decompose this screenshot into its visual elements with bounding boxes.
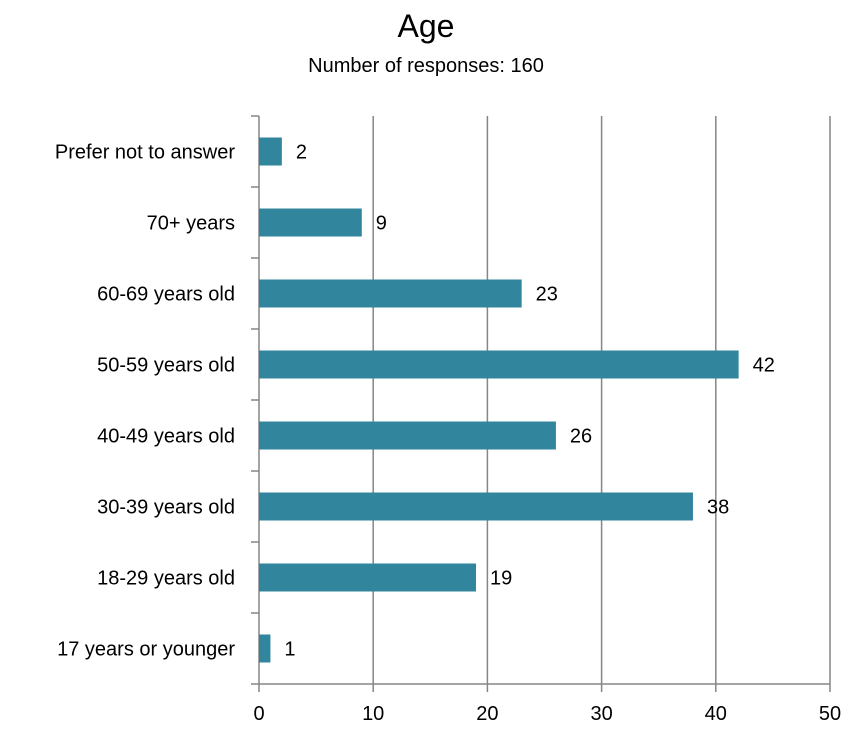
data-label: 9 (376, 213, 387, 235)
bar (259, 634, 271, 663)
bar (259, 492, 693, 521)
x-tick-label: 20 (476, 703, 498, 725)
category-label: 70+ years (147, 213, 235, 235)
gridlines (372, 116, 831, 684)
x-tick-label: 50 (819, 703, 841, 725)
bar (259, 279, 522, 308)
data-label: 23 (536, 284, 558, 306)
data-labels: 1 19 38 26 42 23 9 2 (284, 142, 774, 661)
bar (259, 137, 282, 166)
chart-subtitle: Number of responses: 160 (308, 55, 544, 77)
chart-title: Age (397, 8, 455, 44)
x-tick-label: 30 (590, 703, 612, 725)
data-label: 1 (284, 639, 295, 661)
category-label: 50-59 years old (97, 355, 235, 377)
data-label: 19 (490, 568, 512, 590)
category-label: Prefer not to answer (55, 142, 235, 164)
bar (259, 563, 476, 592)
axes (251, 115, 831, 692)
bars (259, 137, 739, 663)
x-tick-label: 10 (362, 703, 384, 725)
category-label: 18-29 years old (97, 568, 235, 590)
data-label: 38 (707, 497, 729, 519)
data-label: 2 (296, 142, 307, 164)
x-tick-label: 40 (705, 703, 727, 725)
category-label: 60-69 years old (97, 284, 235, 306)
bar (259, 350, 739, 379)
category-labels: 17 years or younger 18-29 years old 30-39 … (55, 142, 235, 661)
data-label: 42 (753, 355, 775, 377)
data-label: 26 (570, 426, 592, 448)
bar (259, 421, 556, 450)
x-tick-label: 0 (253, 703, 264, 725)
x-tick-labels: 0 10 20 30 40 50 (253, 703, 841, 725)
category-label: 30-39 years old (97, 497, 235, 519)
bar (259, 208, 362, 237)
category-label: 17 years or younger (57, 639, 235, 661)
category-label: 40-49 years old (97, 426, 235, 448)
